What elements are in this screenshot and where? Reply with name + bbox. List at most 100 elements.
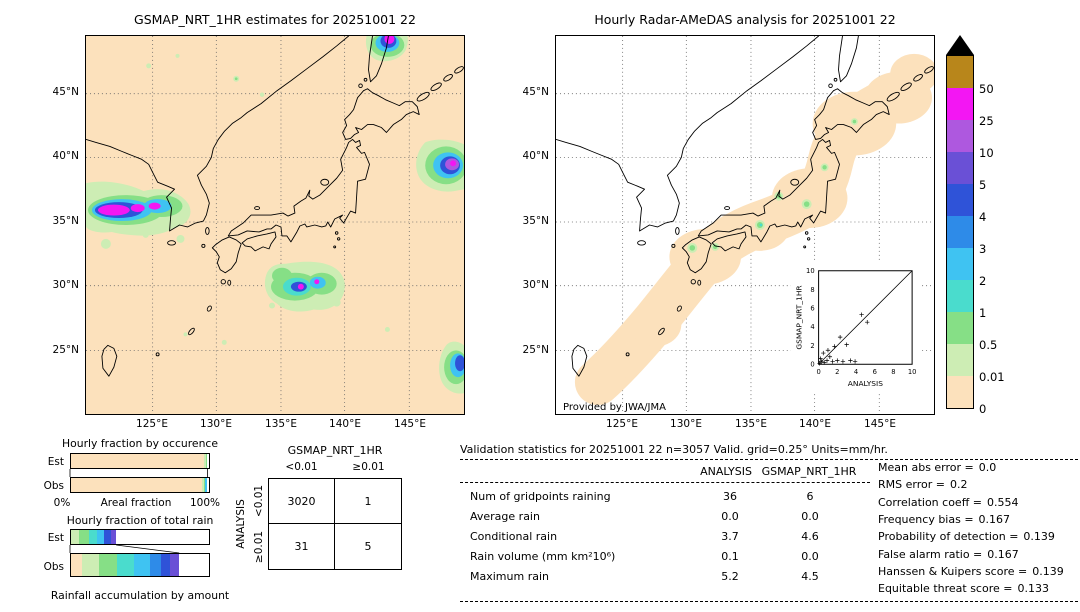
contingency-cell-hit: 5 bbox=[364, 540, 372, 553]
inset-tick-label: 0 bbox=[816, 368, 820, 376]
bar-segment bbox=[104, 530, 111, 544]
validation-analysis-value: 0.1 bbox=[721, 550, 739, 563]
score-value: 0.139 bbox=[1023, 530, 1055, 544]
contingency-header: GSMAP_NRT_1HR bbox=[287, 444, 383, 457]
scatter-point bbox=[837, 334, 843, 340]
scatter-point bbox=[844, 342, 849, 347]
colorbar-tick-label: 0.01 bbox=[979, 370, 1005, 384]
validation-analysis-value: 0.0 bbox=[721, 510, 739, 523]
colorbar-segment: 0 bbox=[947, 376, 986, 416]
validation-col-analysis: ANALYSIS bbox=[700, 465, 752, 478]
bar-segment bbox=[82, 554, 99, 576]
validation-analysis-value: 5.2 bbox=[721, 570, 739, 583]
bar-segment bbox=[71, 530, 80, 544]
lat-tick-label: 35°N bbox=[522, 215, 549, 227]
occurrence-bar-est bbox=[70, 453, 210, 469]
bar-segment bbox=[98, 554, 117, 576]
lon-tick-label: 130°E bbox=[670, 418, 702, 430]
colorbar-segment: 4 bbox=[947, 184, 986, 224]
scatter-point bbox=[832, 344, 837, 349]
score-label: RMS error = bbox=[878, 478, 945, 492]
inset-tick-label: 8 bbox=[891, 368, 895, 376]
bar-segment bbox=[88, 530, 98, 544]
colorbar-tick-label: 2 bbox=[979, 274, 987, 288]
scatter-point bbox=[825, 348, 831, 353]
lon-tick-label: 145°E bbox=[394, 418, 426, 430]
bar-segment bbox=[71, 478, 202, 492]
divider-top bbox=[460, 459, 1078, 460]
bar-segment bbox=[71, 554, 83, 576]
inset-ylabel: GSMAP_NRT_1HR bbox=[795, 285, 804, 349]
score-label: False alarm ratio = bbox=[878, 547, 983, 561]
scatter-point bbox=[865, 319, 870, 325]
bar-segment bbox=[160, 554, 171, 576]
bar-segment bbox=[205, 454, 207, 468]
colorbar-tick-label: 5 bbox=[979, 178, 987, 192]
scatter-point bbox=[835, 358, 840, 363]
score-value: 0.167 bbox=[987, 547, 1019, 561]
validation-gsmap-value: 4.5 bbox=[801, 570, 819, 583]
contingency-col-label-ge: ≥0.01 bbox=[352, 461, 385, 473]
colorbar-segment: 10 bbox=[947, 120, 994, 160]
score-row: False alarm ratio = 0.167 bbox=[878, 545, 1078, 562]
contingency-cell-hit-none: 3020 bbox=[269, 479, 335, 524]
total-rain-est-label: Est bbox=[47, 532, 64, 544]
bar-segment bbox=[149, 554, 161, 576]
validation-row-label: Average rain bbox=[470, 510, 540, 523]
inset-tick-label: 10 bbox=[908, 368, 917, 376]
lat-tick-label: 25°N bbox=[522, 344, 549, 356]
inset-xticks: 0 2 4 6 8 10 bbox=[816, 368, 916, 376]
bar-segment bbox=[79, 530, 89, 544]
inset-tick-label: 8 bbox=[810, 286, 814, 294]
score-label: Frequency bias = bbox=[878, 513, 974, 527]
score-value: 0.2 bbox=[949, 478, 968, 492]
radar-map: 0 2 4 6 8 10 0 2 4 6 8 10 ANALYSIS GSMAP_NRT_1HR bbox=[555, 35, 935, 415]
scatter-point bbox=[817, 361, 822, 366]
lon-tick-label: 130°E bbox=[200, 418, 232, 430]
validation-gsmap-value: 6 bbox=[806, 490, 814, 503]
areal-axis-min: 0% bbox=[53, 497, 71, 509]
inset-tick-label: 6 bbox=[810, 305, 814, 313]
radar-rain-area bbox=[574, 53, 934, 406]
validation-gsmap-value: 0.0 bbox=[801, 510, 819, 523]
scatter-point bbox=[822, 360, 827, 365]
inset-tick-label: 10 bbox=[806, 267, 815, 275]
colorbar-segment: 0.5 bbox=[947, 312, 997, 352]
gsmap-title: GSMAP_NRT_1HR estimates for 20251001 22 bbox=[134, 12, 416, 27]
contingency-cell-miss: 31 bbox=[269, 524, 335, 569]
lat-tick-label: 45°N bbox=[52, 86, 79, 98]
bar-segment bbox=[134, 554, 150, 576]
inset-tick-label: 4 bbox=[854, 368, 858, 376]
scatter-point bbox=[848, 358, 853, 363]
gsmap-panel: GSMAP_NRT_1HR estimates for 20251001 22 bbox=[53, 12, 465, 442]
colorbar-tick-label: 10 bbox=[979, 146, 994, 160]
scatter-point bbox=[830, 359, 835, 364]
validation-row-label: Maximum rain bbox=[470, 570, 549, 583]
bar-segment bbox=[116, 554, 135, 576]
inset-tick-label: 0 bbox=[810, 361, 814, 369]
lat-tick-label: 30°N bbox=[52, 279, 79, 291]
occurrence-bar-obs bbox=[70, 477, 210, 493]
contingency-row-label-lt: <0.01 bbox=[253, 484, 265, 518]
bar-segment bbox=[170, 554, 179, 576]
occurrence-title: Hourly fraction by occurence bbox=[62, 437, 218, 450]
validation-analysis-value: 36 bbox=[723, 490, 737, 503]
scatter-point bbox=[819, 359, 824, 364]
divider-bottom bbox=[460, 601, 1078, 602]
lon-tick-label: 135°E bbox=[735, 418, 767, 430]
colorbar-tick-label: 3 bbox=[979, 242, 987, 256]
validation-row-label: Conditional rain bbox=[470, 530, 558, 543]
colorbar-tick-label: 0.5 bbox=[979, 338, 998, 352]
score-row: Mean abs error = 0.0 bbox=[878, 459, 1078, 476]
score-value: 0.554 bbox=[987, 495, 1019, 509]
score-row: Correlation coeff = 0.554 bbox=[878, 494, 1078, 511]
colorbar-tick-label: 50 bbox=[979, 82, 994, 96]
lat-tick-label: 30°N bbox=[522, 279, 549, 291]
data-credit: Provided by JWA/JMA bbox=[563, 402, 666, 413]
validation-gsmap-value: 4.6 bbox=[801, 530, 819, 543]
inset-tick-label: 4 bbox=[810, 323, 814, 331]
score-label: Mean abs error = bbox=[878, 461, 974, 475]
validation-row: Num of gridpoints raining 36 6 bbox=[460, 487, 870, 507]
lat-tick-label: 35°N bbox=[52, 215, 79, 227]
validation-row: Rain volume (mm km²10⁶) 0.1 0.0 bbox=[460, 547, 870, 567]
